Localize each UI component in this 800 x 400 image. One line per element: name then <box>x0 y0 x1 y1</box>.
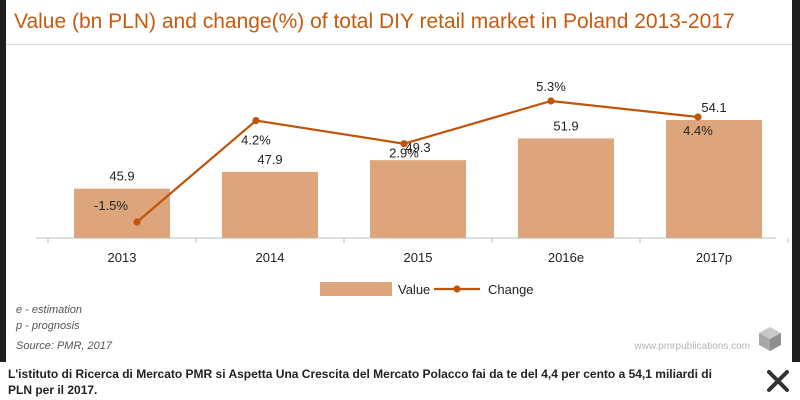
note-prognosis: p - prognosis <box>16 320 80 332</box>
change-data-label: 2.9% <box>389 146 419 161</box>
bar-data-label: 54.1 <box>701 100 726 115</box>
chart-slide: Value (bn PLN) and change(%) of total DI… <box>6 0 792 362</box>
x-tick-label: 2016e <box>548 250 584 265</box>
bar-value <box>74 188 170 238</box>
source-note: Source: PMR, 2017 <box>16 340 112 352</box>
bar-data-label: 49.3 <box>405 140 430 155</box>
chart-canvas: 45.9 2013 47.9 2014 49.3 2015 51.9 2016e 54.1 201… <box>36 79 789 297</box>
x-tick-label: 2015 <box>404 250 433 265</box>
change-point <box>400 140 408 148</box>
change-point <box>133 218 141 226</box>
change-data-label: 4.2% <box>241 133 271 148</box>
x-tick-label: 2017p <box>696 250 732 265</box>
chart-title: Value (bn PLN) and change(%) of total DI… <box>14 10 735 33</box>
legend-value-label: Value <box>398 282 430 297</box>
change-point <box>252 116 260 125</box>
bar-data-label: 47.9 <box>257 152 282 167</box>
close-icon[interactable] <box>764 367 792 395</box>
bar-value <box>222 171 318 238</box>
bar-value <box>666 120 762 238</box>
bar-value <box>518 138 614 238</box>
chart-notes: e - estimation p - prognosis <box>16 302 82 334</box>
change-point <box>694 113 702 121</box>
change-point <box>547 97 555 105</box>
legend-change-label: Change <box>488 282 534 297</box>
x-tick-label: 2014 <box>256 250 285 265</box>
legend-value-swatch <box>320 282 392 296</box>
legend-change-marker <box>453 285 461 293</box>
change-data-label: -1.5% <box>94 198 128 213</box>
change-data-label: 4.4% <box>683 123 713 138</box>
title-divider <box>6 44 792 45</box>
x-tick-label: 2013 <box>108 250 137 265</box>
cube-icon <box>759 327 781 351</box>
bar-value <box>370 160 466 238</box>
watermark: www.pmrpublications.com <box>634 341 750 352</box>
caption-bar: L'istituto di Ricerca di Mercato PMR si … <box>0 362 800 400</box>
change-data-label: 5.3% <box>536 79 566 94</box>
note-estimation: e - estimation <box>16 304 83 316</box>
bar-data-label: 45.9 <box>109 169 134 184</box>
image-caption: L'istituto di Ricerca di Mercato PMR si … <box>8 367 712 397</box>
bar-data-label: 51.9 <box>553 118 578 133</box>
